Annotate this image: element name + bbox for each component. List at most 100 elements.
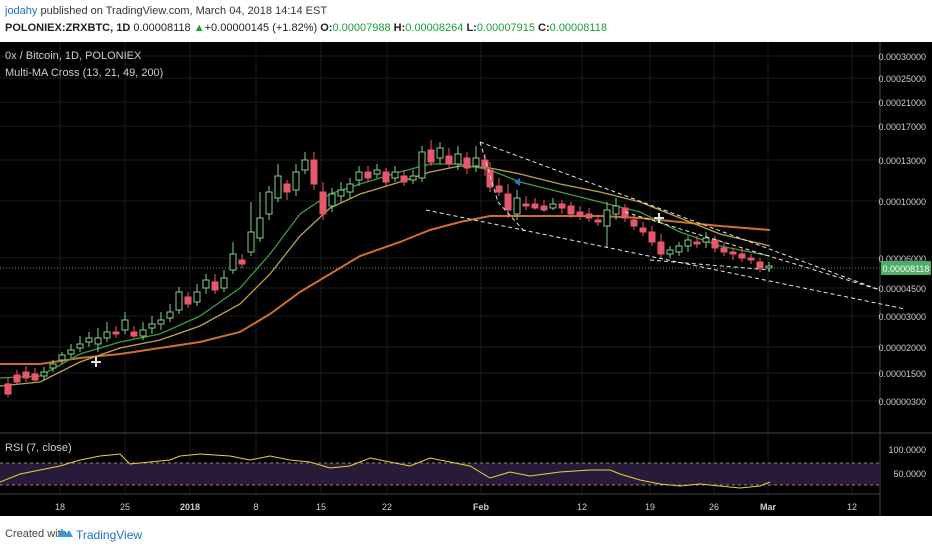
candle [765,265,773,269]
candle [256,217,264,239]
candle [639,227,647,233]
price-axis-label: 0.00003000 [878,312,926,322]
candle [202,279,210,289]
candle [220,277,228,289]
footer: Created with TradingView [0,516,932,550]
candles[interactable] [4,140,773,397]
candle [720,247,728,253]
published-text: published on TradingView.com, March 04, … [40,5,328,17]
candle [364,171,372,179]
candle [148,323,156,329]
price-axis-label: 0.00000300 [878,397,926,407]
author-link[interactable]: jodahy [5,5,38,17]
candle [157,319,165,325]
trend-line [479,141,499,203]
candle [22,371,30,379]
candle [301,159,309,171]
candle [603,209,611,227]
indicator-label[interactable]: Multi-MA Cross (13, 21, 49, 200) [5,67,163,79]
price-axis-label: 0.00021000 [878,98,926,108]
candle [229,253,237,271]
ma13-line [0,163,771,379]
rsi-pane[interactable]: 100.0000 50.0000 [0,445,926,489]
candle [486,169,494,188]
candle [666,249,674,255]
candle [40,371,48,377]
candle [454,153,462,165]
candle [504,193,512,211]
open-label: O: [320,22,333,34]
high-value: 0.00008264 [405,22,464,34]
tradingview-brand[interactable]: TradingView [76,528,143,542]
time-axis-label: 12 [577,502,587,512]
rsi-line [0,453,771,489]
time-axis-label: 19 [645,502,655,512]
candle [121,319,129,331]
candle [738,253,746,259]
candle [247,231,255,253]
candle [4,383,12,395]
candle [346,183,354,193]
candle [531,203,539,209]
rsi-axis-label: 100.0000 [888,445,926,455]
time-axis[interactable]: 18 25 2018 8 15 22 Feb 12 19 26 Mar 12 [55,502,857,512]
candle [337,189,345,197]
chart-area[interactable]: 100.0000 50.0000 0.00030000 0.00025000 0.00… [0,42,932,516]
candle [274,175,282,199]
trend-lines[interactable] [425,141,906,310]
time-axis-label: 15 [316,502,326,512]
close-label: C: [538,22,550,34]
candle [684,239,692,247]
candle [184,296,192,305]
close-value: 0.00008118 [549,22,607,34]
candle [283,183,291,193]
time-axis-label: 2018 [180,502,200,512]
arrow-marker-icon [514,178,520,186]
candle [139,329,147,337]
price-axis[interactable]: 0.00030000 0.00025000 0.00021000 0.00017000… [878,52,931,407]
price-axis-label: 0.00013000 [878,156,926,166]
trend-line [649,259,771,271]
candle [472,157,480,167]
candle [94,337,102,345]
candle [495,185,503,193]
candle [373,169,381,175]
price-axis-label: 0.00001500 [878,369,926,379]
candle [648,231,656,243]
candle [265,191,273,215]
candle [319,191,327,215]
price-axis-label: 0.00030000 [878,52,926,62]
candle [76,343,84,349]
candle [711,239,719,249]
rsi-label[interactable]: RSI (7, close) [5,442,72,454]
candle [382,171,390,183]
price-axis-label: 0.00006000 [878,254,926,264]
candle [436,147,444,159]
candle [211,281,219,291]
candle [445,155,453,165]
candle [549,203,557,209]
publish-line: jodahy published on TradingView.com, Mar… [5,5,327,17]
candle [675,245,683,253]
candle [427,149,435,163]
candle [540,205,548,211]
candle [693,241,701,245]
tradingview-logo-icon[interactable] [56,525,74,541]
candle [49,363,57,369]
candle [355,171,363,181]
low-label: L: [466,22,477,34]
chart-header: jodahy published on TradingView.com, Mar… [0,0,932,42]
candle [612,205,620,215]
candle [481,159,489,169]
candle [130,331,138,337]
candle [175,291,183,311]
low-value: 0.00007915 [476,22,535,34]
open-value: 0.00007988 [332,22,391,34]
candle [418,151,426,179]
candle [513,197,521,215]
candle [576,211,584,217]
candle [31,373,39,381]
grid-lines [0,42,880,494]
created-with-text: Created with [5,528,67,540]
